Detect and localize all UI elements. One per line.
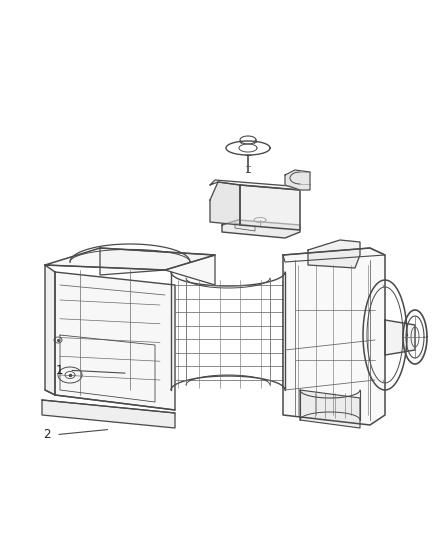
Polygon shape [283, 248, 385, 262]
Polygon shape [300, 390, 360, 428]
Polygon shape [240, 185, 300, 230]
Polygon shape [222, 220, 300, 238]
Polygon shape [210, 182, 240, 225]
Polygon shape [42, 400, 175, 428]
Polygon shape [308, 240, 360, 268]
Text: 1: 1 [56, 364, 64, 377]
Polygon shape [283, 248, 385, 425]
Polygon shape [210, 180, 300, 190]
Text: 2: 2 [43, 428, 50, 441]
Polygon shape [55, 272, 175, 410]
Polygon shape [45, 248, 215, 270]
Polygon shape [100, 248, 215, 285]
Polygon shape [385, 320, 415, 355]
Polygon shape [45, 265, 55, 395]
Polygon shape [285, 170, 310, 190]
